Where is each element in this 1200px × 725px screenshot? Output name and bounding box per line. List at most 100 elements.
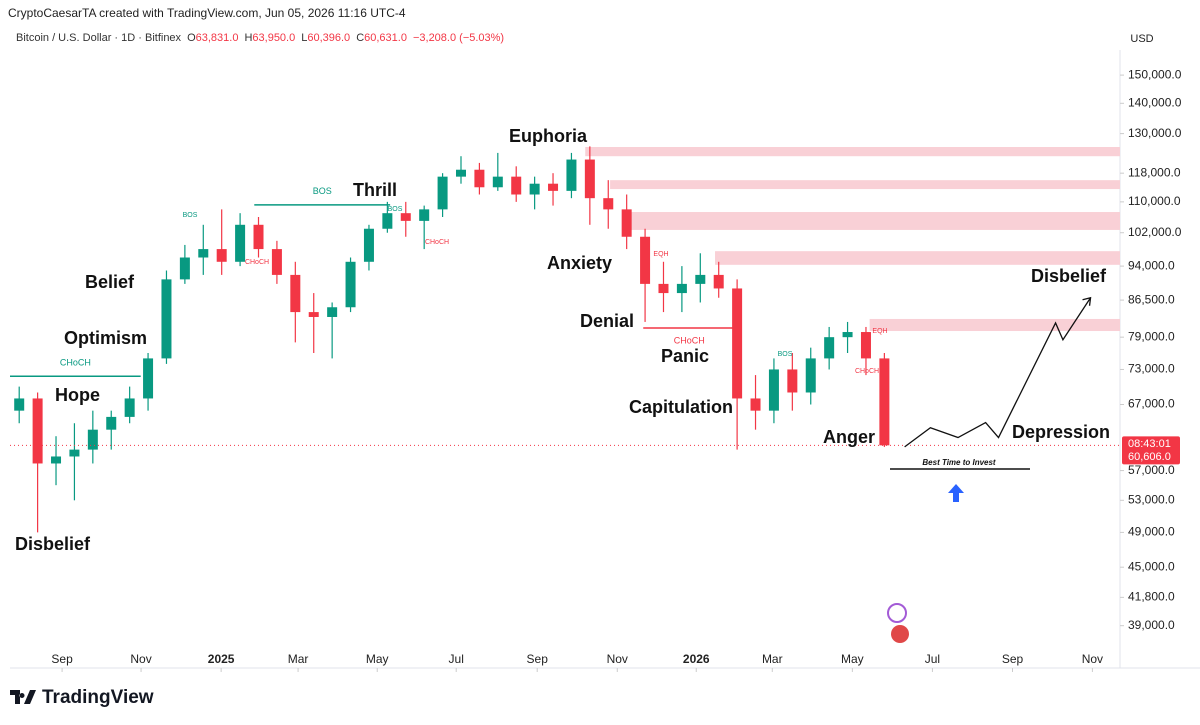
credit: CryptoCaesarTA created with TradingView.… <box>8 6 406 20</box>
phase-label: Thrill <box>353 180 397 200</box>
candle-body <box>290 274 301 313</box>
candle-body <box>198 249 209 258</box>
candle-body <box>768 369 779 411</box>
x-tick-label: May <box>366 652 389 666</box>
structure-tag: CHoCH <box>855 368 879 375</box>
phase-label: Anger <box>823 427 875 447</box>
price-tag-price: 60,606.0 <box>1128 451 1171 463</box>
change: −3,208.0 (−5.03%) <box>413 32 504 44</box>
structure-tag: BOS <box>183 212 198 219</box>
logo-text: TradingView <box>42 687 154 708</box>
quote-value: 60,631.0 <box>364 32 407 44</box>
candle-body <box>400 213 411 221</box>
structure-tag: CHoCH <box>245 259 269 266</box>
structure-tag: BOS <box>388 206 403 213</box>
phase-label: Euphoria <box>509 126 588 146</box>
candle-body <box>235 224 246 262</box>
candle-body <box>842 332 853 338</box>
callout: Best Time to Invest <box>922 458 996 467</box>
x-tick-label: Sep <box>51 652 73 666</box>
candle-body <box>732 288 743 399</box>
y-tick-label: 45,000.0 <box>1128 559 1175 573</box>
candle-body <box>695 274 706 284</box>
y-tick-label: 57,000.0 <box>1128 463 1175 477</box>
candle-body <box>51 456 62 464</box>
icon <box>887 603 907 623</box>
candle-body <box>824 337 835 359</box>
x-tick-label: Nov <box>130 652 151 666</box>
phase-label: Optimism <box>64 328 147 348</box>
price-tag-time: 08:43:01 <box>1128 438 1171 450</box>
quote-key: H <box>244 32 252 44</box>
phase-label: Panic <box>661 346 709 366</box>
structure-tag: CHoCH <box>425 239 449 246</box>
phase-label: Disbelief <box>15 534 91 554</box>
candle-body <box>87 429 98 450</box>
candle-body <box>805 358 816 393</box>
y-tick-label: 102,000.0 <box>1128 225 1182 239</box>
candle-body <box>879 358 890 446</box>
candle-body <box>750 398 761 411</box>
resistance-zone <box>624 212 1120 230</box>
x-tick-label: Jul <box>925 652 940 666</box>
x-tick-label: Jul <box>449 652 464 666</box>
y-tick-label: 118,000.0 <box>1128 165 1181 179</box>
x-tick-label: 2025 <box>208 652 235 666</box>
y-tick-label: 73,000.0 <box>1128 362 1175 376</box>
candle-body <box>474 169 485 188</box>
phase-label: Depression <box>1012 422 1110 442</box>
x-tick-label: 2026 <box>683 652 710 666</box>
quote-key: L <box>301 32 307 44</box>
resistance-zone <box>869 318 1120 332</box>
candle-body <box>14 398 25 411</box>
structure-tag: BOS <box>778 351 793 358</box>
candle-body <box>419 209 430 221</box>
x-tick-label: Sep <box>527 652 549 666</box>
candle-body <box>455 169 466 177</box>
candle-body <box>345 261 356 308</box>
candle-body <box>640 236 651 284</box>
structure-tag: EQH <box>653 251 668 258</box>
quote-value: 63,831.0 <box>196 32 239 44</box>
y-tick-label: 110,000.0 <box>1128 194 1181 208</box>
x-tick-label: Nov <box>1082 652 1103 666</box>
currency: USD <box>1130 33 1153 45</box>
candle-body <box>327 307 338 317</box>
y-tick-label: 140,000.0 <box>1128 95 1182 109</box>
x-tick-label: Mar <box>762 652 783 666</box>
projection-line <box>904 297 1092 448</box>
candle-body <box>363 228 374 262</box>
candle-body <box>676 283 687 294</box>
y-tick-label: 49,000.0 <box>1128 525 1175 539</box>
quote-key: O <box>187 32 196 44</box>
x-tick-label: May <box>841 652 864 666</box>
phase-label: Disbelief <box>1031 266 1107 286</box>
phase-label: Belief <box>85 272 135 292</box>
quote-key: C <box>356 32 364 44</box>
candle-body <box>179 257 190 280</box>
candle-body <box>529 183 540 195</box>
structure-label: CHoCH <box>674 335 705 345</box>
candle-body <box>253 224 264 250</box>
x-tick-label: Nov <box>607 652 628 666</box>
phase-label: Anxiety <box>547 253 612 273</box>
candle-body <box>106 416 117 430</box>
candle-body <box>548 183 559 191</box>
symbol: Bitcoin / U.S. Dollar · 1D · Bitfinex <box>16 32 182 44</box>
candle-body <box>603 198 614 210</box>
y-tick-label: 41,800.0 <box>1128 590 1175 604</box>
quote-value: 63,950.0 <box>252 32 295 44</box>
candle-body <box>437 176 448 210</box>
candle-body <box>32 398 43 464</box>
candle-body <box>216 249 227 262</box>
resistance-zone <box>715 251 1120 265</box>
logo: TradingView <box>10 687 154 708</box>
y-tick-label: 67,000.0 <box>1128 397 1175 411</box>
y-tick-label: 39,000.0 <box>1128 618 1175 632</box>
quote-value: 60,396.0 <box>307 32 350 44</box>
y-tick-label: 79,000.0 <box>1128 329 1175 343</box>
icon <box>891 625 909 643</box>
